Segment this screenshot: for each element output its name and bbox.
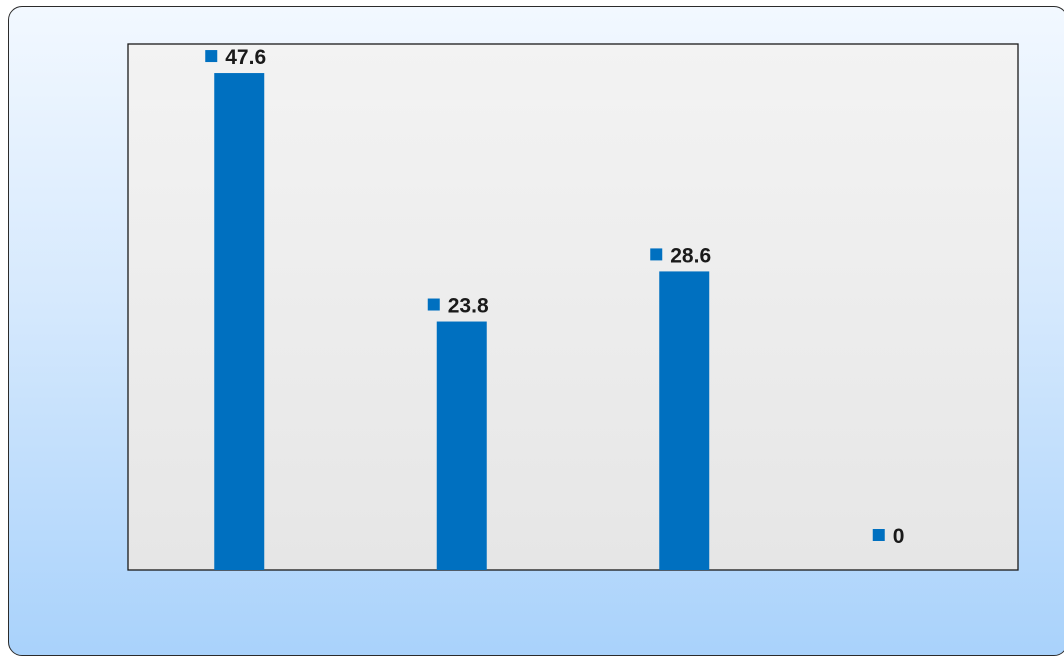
data-label-key-2 bbox=[427, 298, 440, 311]
data-label-key-3 bbox=[650, 248, 663, 261]
data-label-key-4 bbox=[872, 529, 885, 541]
data-label-key-1 bbox=[205, 50, 218, 63]
data-label-3: 28.6 bbox=[670, 244, 711, 267]
bar-2 bbox=[436, 321, 487, 570]
bar-3 bbox=[659, 271, 710, 570]
plot-area bbox=[127, 43, 1019, 571]
data-label-2: 23.8 bbox=[448, 295, 489, 318]
data-label-4: 0 bbox=[893, 525, 905, 548]
bar-1 bbox=[214, 73, 265, 570]
data-label-1: 47.6 bbox=[225, 46, 266, 69]
